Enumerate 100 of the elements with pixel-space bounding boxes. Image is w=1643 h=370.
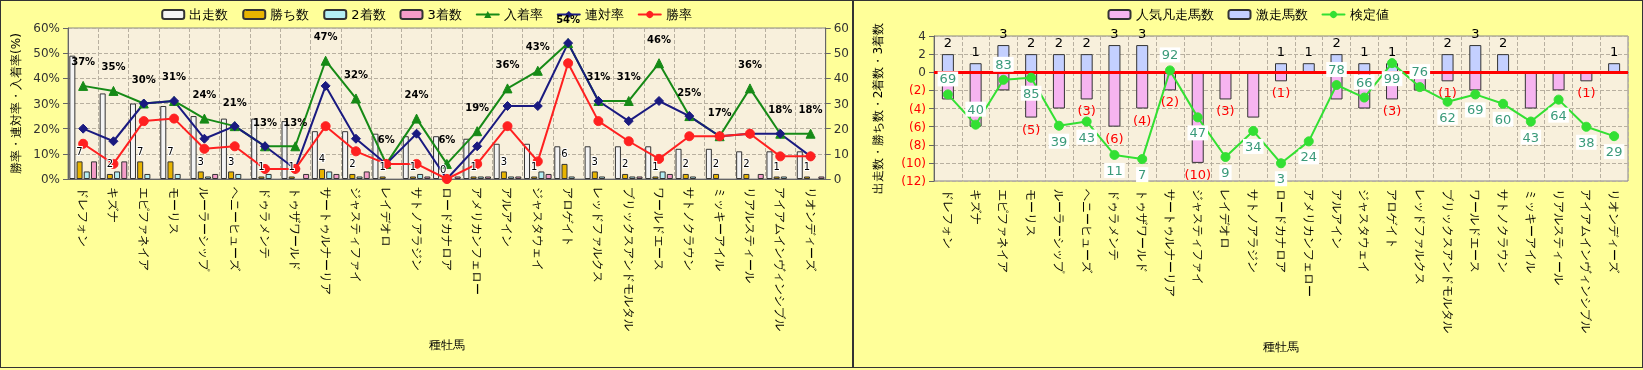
data-label: 36% [737, 58, 762, 70]
data-label: 3 [227, 155, 235, 167]
data-label: 31% [162, 71, 187, 83]
data-label: 43 [1078, 129, 1095, 145]
data-label: 1 [652, 160, 659, 172]
y-tick-label: 2 [918, 47, 926, 62]
data-label: 3 [500, 155, 508, 167]
x-tick-label: サートゥルナーリア [318, 187, 333, 295]
data-label: 39 [1050, 133, 1068, 149]
legend-label: 3着数 [427, 7, 462, 22]
data-label: (5) [1021, 121, 1041, 137]
data-label: 2 [1332, 35, 1341, 51]
data-label: 6% [438, 134, 456, 146]
data-label: 76 [1411, 64, 1429, 80]
data-label: (6) [1105, 130, 1124, 146]
x-tick-label: リオンディーズ [1607, 189, 1622, 274]
data-label: 2 [106, 158, 114, 170]
data-label: 4 [318, 153, 326, 165]
x-tick-label: アイアムインヴィンシブル [1579, 189, 1594, 333]
data-label: (3) [1382, 103, 1402, 119]
y2-tick-label: 60 [833, 21, 850, 35]
data-label: 1 [258, 160, 265, 172]
y-tick-label: 0% [40, 172, 60, 186]
legend-label: 連対率 [584, 7, 624, 22]
data-label: 11 [1106, 162, 1123, 178]
data-label: 92 [1161, 47, 1179, 63]
legend-label: 勝率 [665, 7, 692, 22]
data-label: 3 [999, 26, 1008, 42]
data-label: 2 [943, 35, 953, 51]
y-tick-label: (4) [909, 101, 926, 116]
x-tick-label: リアルスティール [1551, 189, 1566, 285]
x-tick-label: ルーラーシップ [197, 187, 212, 272]
data-label: 40 [967, 101, 984, 117]
legend-label: 激走馬数 [1255, 7, 1308, 22]
x-tick-label: レッドファルクス [591, 187, 606, 283]
data-label: (2) [1160, 94, 1180, 110]
y2-tick-label: 50 [833, 46, 850, 61]
x-tick-label: ブリックスアンドモルタル [621, 187, 636, 331]
data-label: 47 [1189, 125, 1206, 141]
y-tick-label: (12) [901, 174, 926, 188]
y-tick-label: 20% [33, 121, 60, 136]
data-label: 2 [743, 158, 750, 170]
data-label: 1 [288, 160, 295, 172]
data-label: 6 [561, 148, 568, 160]
data-label: 46% [647, 33, 671, 45]
x-tick-label: アメリカンフェロー [470, 187, 485, 295]
data-label: 3 [1138, 26, 1147, 42]
x-axis-title: 種牡馬 [428, 338, 465, 352]
data-label: (10) [1184, 166, 1212, 182]
legend-label: 勝ち数 [270, 7, 310, 22]
data-label: 35% [101, 61, 126, 73]
data-label: 43 [1522, 129, 1540, 145]
data-label: 2 [1082, 35, 1091, 51]
data-label: 0 [440, 163, 447, 175]
data-label: 1 [1387, 44, 1397, 60]
x-tick-label: ミッキーアイル [1523, 189, 1538, 273]
data-label: 66 [1356, 74, 1373, 90]
data-label: 9 [1221, 165, 1230, 181]
x-tick-label: サトノクラウン [1496, 189, 1511, 273]
data-label: 99 [1383, 71, 1401, 87]
x-tick-label: エピファネイア [136, 187, 151, 271]
y2-tick-label: 30 [833, 96, 850, 111]
data-label: 38 [1578, 134, 1595, 150]
data-label: 2 [712, 158, 720, 170]
x-axis-title: 種牡馬 [1263, 340, 1299, 354]
x-tick-label: ワールドエース [1468, 189, 1483, 273]
x-tick-label: ヘニーヒューズ [227, 187, 242, 272]
data-label: 6% [377, 134, 395, 146]
legend-label: 人気凡走馬数 [1135, 7, 1214, 22]
data-label: 31% [586, 71, 611, 83]
data-label: 2 [682, 158, 689, 170]
data-label: (1) [1438, 85, 1457, 101]
legend-label: 入着率 [503, 7, 543, 22]
data-label: 1 [1360, 44, 1369, 60]
x-tick-label: ヘニーヒューズ [1079, 189, 1094, 274]
data-label: 47% [313, 31, 338, 43]
y2-tick-label: 40 [833, 71, 850, 86]
y-axis-title: 勝率・連対率・入着率(%) [9, 33, 24, 174]
data-label: 34 [1244, 138, 1262, 154]
data-label: 2 [349, 158, 356, 170]
x-tick-label: ブリックスアンドモルタル [1440, 189, 1455, 333]
data-label: 62 [1439, 109, 1456, 125]
x-tick-label: ジャスタウェイ [530, 187, 545, 271]
data-label: 29 [1605, 144, 1623, 160]
x-tick-label: アメリカンフェロー [1301, 189, 1316, 297]
data-label: 64 [1550, 107, 1567, 123]
data-label: 21% [222, 96, 247, 108]
y-axis-title: 出走数・勝ち数・2着数・3着数 [871, 22, 885, 195]
data-label: 3 [1110, 26, 1119, 42]
x-tick-label: ジャスティファイ [348, 187, 363, 283]
y-tick-label: (2) [909, 83, 926, 98]
x-tick-label: キズナ [106, 187, 121, 223]
data-label: 18% [768, 104, 793, 116]
data-label: 69 [939, 71, 957, 87]
x-tick-label: ドレフォン [940, 189, 955, 249]
data-label: 24 [1300, 149, 1318, 165]
data-label: 30% [131, 74, 156, 85]
data-label: 1 [1609, 44, 1619, 60]
data-label: 1 [1304, 44, 1313, 60]
legend-label: 出走数 [189, 7, 229, 22]
